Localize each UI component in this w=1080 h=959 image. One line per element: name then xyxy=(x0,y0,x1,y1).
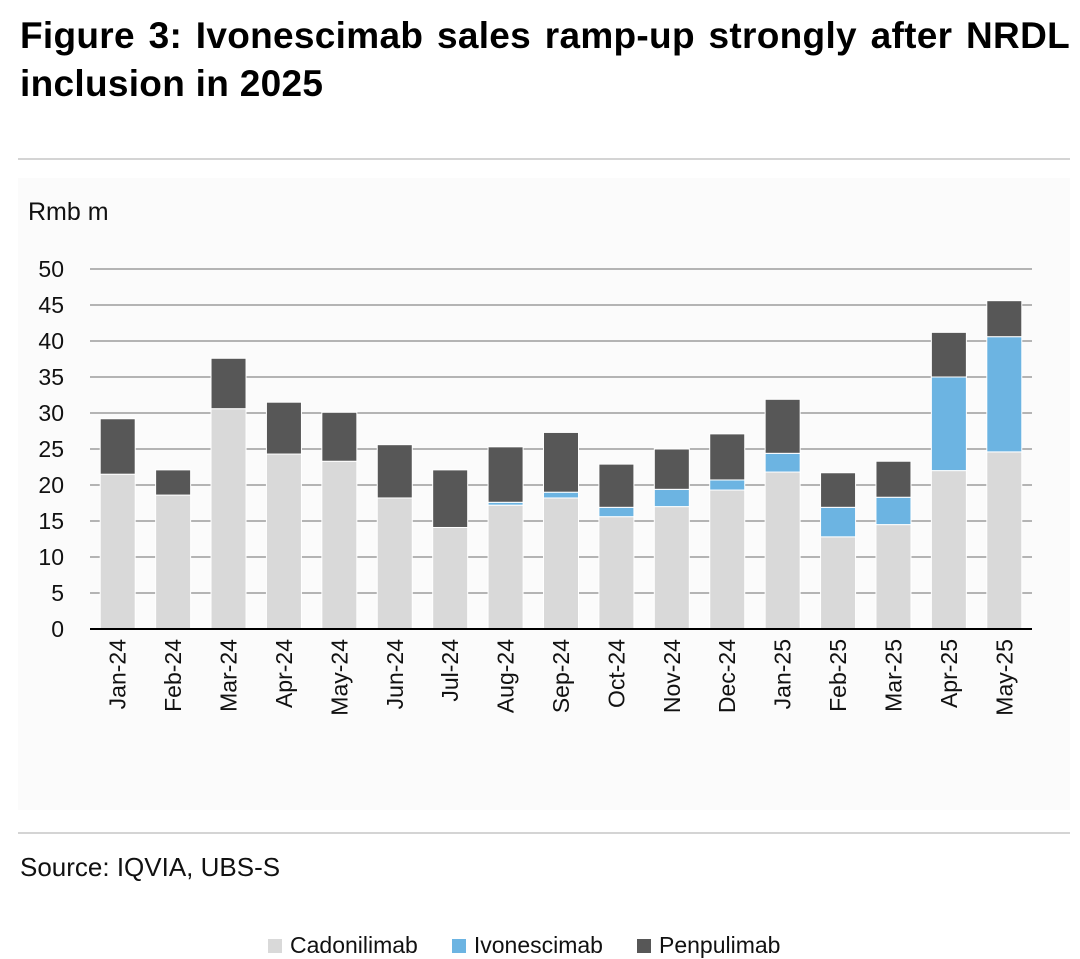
legend-item-penpulimab: Penpulimab xyxy=(636,932,781,959)
x-tick-label-aug-24: Aug-24 xyxy=(493,639,519,713)
bar-cadonilimab-nov-24 xyxy=(653,506,690,630)
x-tick-label-sep-24: Sep-24 xyxy=(548,639,574,713)
x-tick-label-mar-25: Mar-25 xyxy=(880,639,906,712)
bar-penpulimab-sep-24 xyxy=(543,431,579,493)
bar-penpulimab-aug-24 xyxy=(487,446,524,503)
bar-ivonescimab-oct-24 xyxy=(598,506,635,518)
x-tick-label-jan-25: Jan-25 xyxy=(770,639,796,709)
bar-cadonilimab-oct-24 xyxy=(598,516,635,630)
bar-penpulimab-feb-25 xyxy=(820,472,857,508)
y-axis-label: Rmb m xyxy=(28,198,109,226)
legend-label-ivonescimab: Ivonescimab xyxy=(473,932,603,958)
y-tick-label-0: 0 xyxy=(51,616,64,642)
bar-penpulimab-mar-25 xyxy=(875,460,912,498)
y-tick-label-40: 40 xyxy=(38,328,64,354)
bar-penpulimab-jan-25 xyxy=(764,398,801,454)
bar-cadonilimab-mar-24 xyxy=(210,408,247,630)
bar-cadonilimab-may-25 xyxy=(986,451,1023,630)
bar-ivonescimab-apr-25 xyxy=(930,376,967,472)
stacked-bar-chart: Rmb m 0 5 10 15 20 25 30 35 40 45 50 Jan-24 Feb-24 Mar… xyxy=(28,198,1032,716)
bar-ivonescimab-mar-25 xyxy=(875,496,912,526)
x-tick-label-dec-24: Dec-24 xyxy=(714,639,740,713)
legend-item-ivonescimab: Ivonescimab xyxy=(451,932,603,959)
bar-cadonilimab-jan-24 xyxy=(99,473,136,630)
bar-ivonescimab-nov-24 xyxy=(653,488,690,508)
bar-penpulimab-jun-24 xyxy=(376,444,413,499)
bar-ivonescimab-feb-25 xyxy=(820,506,857,538)
bar-cadonilimab-apr-25 xyxy=(930,470,967,630)
bar-cadonilimab-feb-25 xyxy=(820,536,857,630)
legend-swatch-cadonilimab xyxy=(268,938,282,953)
bar-penpulimab-may-25 xyxy=(986,300,1023,338)
bar-penpulimab-oct-24 xyxy=(598,463,635,508)
bar-penpulimab-apr-24 xyxy=(265,401,302,455)
x-tick-label-mar-24: Mar-24 xyxy=(216,639,242,712)
bar-cadonilimab-mar-25 xyxy=(875,524,912,630)
y-tick-label-30: 30 xyxy=(38,400,64,426)
bottom-divider xyxy=(18,832,1070,834)
legend-label-cadonilimab: Cadonilimab xyxy=(290,932,418,958)
x-tick-label-apr-24: Apr-24 xyxy=(271,639,297,708)
bar-cadonilimab-apr-24 xyxy=(265,453,302,630)
legend-swatch-ivonescimab xyxy=(451,938,466,953)
legend-label-penpulimab: Penpulimab xyxy=(658,932,781,958)
bar-penpulimab-jul-24 xyxy=(432,469,469,528)
bar-penpulimab-mar-24 xyxy=(210,357,247,410)
chart-legend: Cadonilimab Ivonescimab Penpulimab xyxy=(268,932,814,959)
figure-title: Figure 3: Ivonescimab sales ramp-up stro… xyxy=(20,15,1070,104)
x-tick-label-may-24: May-24 xyxy=(326,639,352,716)
y-tick-label-5: 5 xyxy=(51,580,64,606)
bar-cadonilimab-jan-25 xyxy=(764,471,801,630)
y-tick-label-10: 10 xyxy=(38,544,64,570)
x-tick-label-oct-24: Oct-24 xyxy=(603,639,629,708)
bar-penpulimab-nov-24 xyxy=(653,448,690,490)
legend-item-cadonilimab: Cadonilimab xyxy=(268,932,418,959)
x-tick-label-feb-24: Feb-24 xyxy=(160,639,186,712)
y-tick-label-25: 25 xyxy=(38,436,64,462)
bar-penpulimab-apr-25 xyxy=(930,331,967,378)
x-tick-label-jan-24: Jan-24 xyxy=(105,639,131,710)
bar-penpulimab-dec-24 xyxy=(709,433,746,481)
bar-cadonilimab-may-24 xyxy=(321,460,358,630)
x-tick-label-jul-24: Jul-24 xyxy=(437,639,463,702)
legend-swatch-penpulimab xyxy=(636,938,651,953)
bar-ivonescimab-may-25 xyxy=(986,336,1023,453)
x-tick-label-apr-25: Apr-25 xyxy=(936,639,962,708)
bar-penpulimab-jan-24 xyxy=(99,418,136,475)
bar-cadonilimab-sep-24 xyxy=(543,497,579,630)
x-tick-label-jun-24: Jun-24 xyxy=(382,639,408,710)
bar-cadonilimab-feb-24 xyxy=(155,494,192,630)
y-tick-label-35: 35 xyxy=(38,364,64,390)
y-tick-label-20: 20 xyxy=(38,472,64,498)
bar-ivonescimab-jan-25 xyxy=(764,452,801,473)
bar-cadonilimab-dec-24 xyxy=(709,489,746,630)
x-tick-label-may-25: May-25 xyxy=(991,639,1017,716)
bar-cadonilimab-jul-24 xyxy=(432,526,469,630)
chart-panel: Rmb m 0 5 10 15 20 25 30 35 40 45 50 Jan-24 Feb-24 Mar… xyxy=(18,178,1070,958)
bar-cadonilimab-jun-24 xyxy=(376,497,413,630)
bar-ivonescimab-dec-24 xyxy=(709,479,746,491)
y-tick-label-50: 50 xyxy=(38,256,64,282)
y-tick-label-15: 15 xyxy=(38,508,64,534)
bar-ivonescimab-sep-24 xyxy=(543,491,579,499)
x-tick-label-nov-24: Nov-24 xyxy=(659,639,685,713)
top-divider xyxy=(18,158,1070,160)
bar-cadonilimab-aug-24 xyxy=(487,504,524,630)
x-tick-label-feb-25: Feb-25 xyxy=(825,639,851,712)
y-tick-label-45: 45 xyxy=(38,292,64,318)
source-note: Source: IQVIA, UBS-S xyxy=(20,852,281,882)
bar-penpulimab-may-24 xyxy=(321,411,358,462)
bar-penpulimab-feb-24 xyxy=(155,469,192,496)
